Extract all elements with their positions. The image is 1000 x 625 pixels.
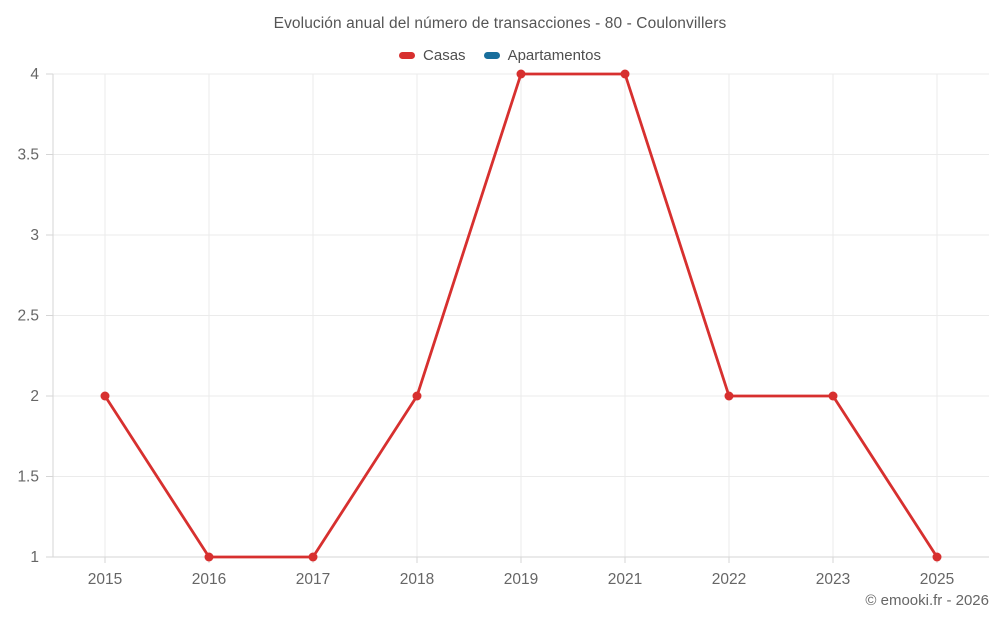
x-axis-label: 2018 [400,571,434,588]
x-axis-label: 2019 [504,571,538,588]
data-point-casas-2022[interactable] [724,391,734,401]
y-axis-label: 1.5 [17,469,39,486]
x-axis-label: 2023 [816,571,850,588]
data-point-casas-2021[interactable] [620,69,630,79]
legend-swatch-apartamentos [483,51,500,59]
legend-label: Casas [423,46,466,64]
x-axis-label: 2022 [712,571,746,588]
legend: Casas Apartamentos [0,45,1000,65]
y-axis-label: 3.5 [17,147,39,164]
y-axis-label: 4 [30,66,39,83]
data-point-casas-2015[interactable] [100,391,110,401]
data-point-casas-2019[interactable] [516,69,526,79]
data-point-casas-2023[interactable] [828,391,838,401]
data-point-casas-2017[interactable] [308,552,318,562]
y-axis-label: 3 [30,227,39,244]
x-axis-label: 2021 [608,571,642,588]
data-point-casas-2025[interactable] [932,552,942,562]
x-axis-label: 2017 [296,571,330,588]
x-axis-label: 2025 [920,571,954,588]
legend-item-apartamentos[interactable]: Apartamentos [483,46,601,64]
legend-item-casas[interactable]: Casas [399,47,466,64]
y-axis-label: 2.5 [17,308,39,325]
x-axis-label: 2016 [192,571,226,588]
x-axis-label: 2015 [88,571,122,588]
chart-title: Evolución anual del número de transaccio… [273,15,727,32]
data-point-casas-2018[interactable] [412,391,422,401]
legend-label: Apartamentos [507,46,601,64]
y-axis-label: 2 [30,388,39,405]
data-point-casas-2016[interactable] [204,552,214,562]
legend-swatch-casas [399,51,416,59]
y-axis-label: 1 [30,549,39,566]
copyright: © emooki.fr - 2026 [865,592,989,609]
